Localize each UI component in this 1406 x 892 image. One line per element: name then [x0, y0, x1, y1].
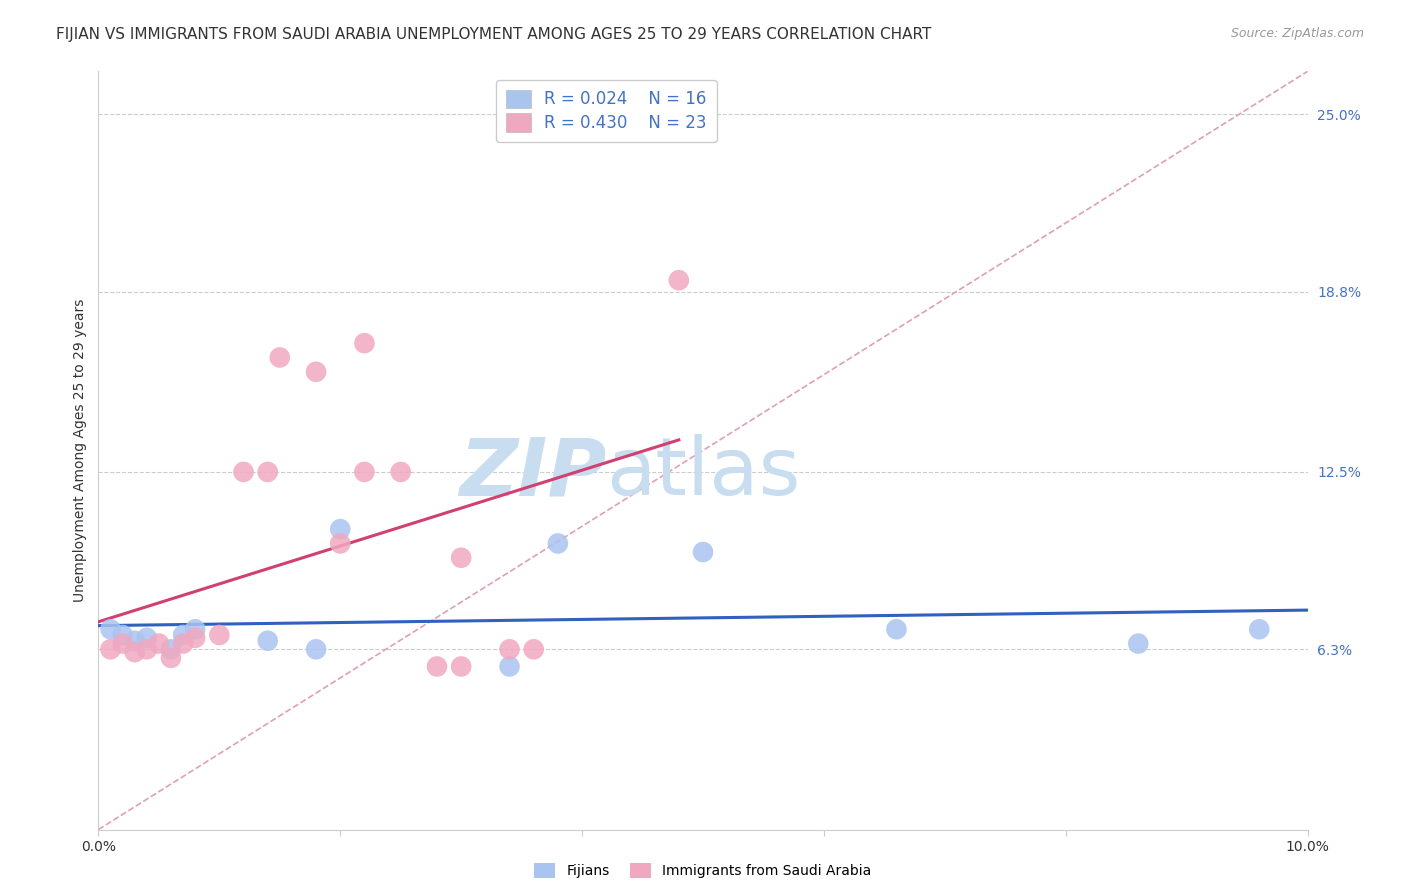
Point [148, 637, 170, 651]
Point [547, 536, 569, 550]
Point [498, 642, 520, 657]
Point [232, 465, 254, 479]
Point [668, 273, 690, 287]
Point [886, 622, 908, 636]
Text: FIJIAN VS IMMIGRANTS FROM SAUDI ARABIA UNEMPLOYMENT AMONG AGES 25 TO 29 YEARS CO: FIJIAN VS IMMIGRANTS FROM SAUDI ARABIA U… [56, 27, 932, 42]
Point [498, 659, 520, 673]
Point [353, 465, 375, 479]
Point [269, 351, 291, 365]
Point [1128, 637, 1150, 651]
Point [111, 637, 134, 651]
Point [329, 522, 352, 536]
Point [426, 659, 449, 673]
Point [160, 651, 183, 665]
Legend: Fijians, Immigrants from Saudi Arabia: Fijians, Immigrants from Saudi Arabia [527, 856, 879, 885]
Point [305, 365, 328, 379]
Point [100, 642, 122, 657]
Legend: R = 0.024    N = 16, R = 0.430    N = 23: R = 0.024 N = 16, R = 0.430 N = 23 [496, 79, 717, 142]
Point [450, 659, 472, 673]
Point [111, 628, 134, 642]
Point [160, 642, 183, 657]
Point [389, 465, 412, 479]
Point [100, 622, 122, 636]
Text: Source: ZipAtlas.com: Source: ZipAtlas.com [1230, 27, 1364, 40]
Point [172, 628, 194, 642]
Text: ZIP: ZIP [458, 434, 606, 512]
Point [1249, 622, 1271, 636]
Point [135, 631, 157, 645]
Text: atlas: atlas [606, 434, 800, 512]
Point [450, 550, 472, 565]
Point [353, 336, 375, 351]
Point [329, 536, 352, 550]
Point [305, 642, 328, 657]
Point [208, 628, 231, 642]
Y-axis label: Unemployment Among Ages 25 to 29 years: Unemployment Among Ages 25 to 29 years [73, 299, 87, 602]
Point [172, 637, 194, 651]
Point [124, 633, 146, 648]
Point [692, 545, 714, 559]
Point [135, 642, 157, 657]
Point [184, 622, 207, 636]
Point [256, 465, 278, 479]
Point [124, 645, 146, 659]
Point [256, 633, 278, 648]
Point [184, 631, 207, 645]
Point [523, 642, 546, 657]
